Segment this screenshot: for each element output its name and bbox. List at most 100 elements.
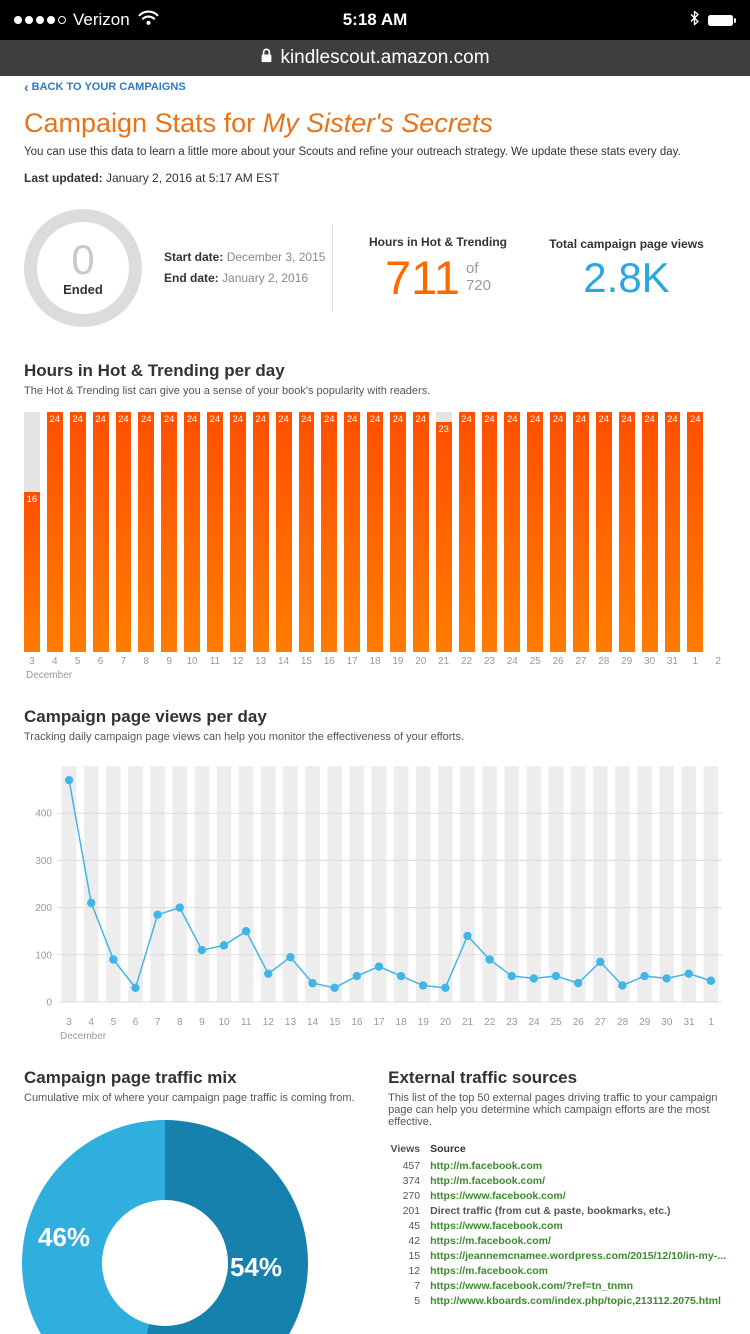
bar-column: 24 (115, 412, 132, 652)
bar-value-label: 24 (484, 414, 495, 425)
x-tick-label: 7 (120, 656, 127, 667)
traffic-source-link[interactable]: https://m.facebook.com (430, 1265, 548, 1277)
bar-column: 24 (229, 412, 246, 652)
page-views-stat: Total campaign page views 2.8K (527, 237, 726, 299)
x-tick-label: 23 (483, 656, 495, 667)
page-title: Campaign Stats for My Sister's Secrets (24, 108, 493, 138)
x-tick-label: 30 (661, 1017, 673, 1028)
x-tick-label: 18 (369, 656, 381, 667)
bar-column: 24 (390, 412, 406, 652)
x-tick-label: 31 (683, 1017, 695, 1028)
traffic-mix-section: Campaign page traffic mix Cumulative mix… (22, 1068, 388, 1334)
views-per-day-title: Campaign page views per day (24, 707, 267, 726)
traffic-source-link[interactable]: https://jeannemcnamee.wordpress.com/2015… (430, 1250, 726, 1262)
traffic-source-link[interactable]: https://m.facebook.com/ (430, 1235, 551, 1247)
svg-text:200: 200 (35, 903, 52, 914)
intro-text: You can use this data to learn a little … (24, 146, 681, 158)
traffic-source-text: Direct traffic (from cut & paste, bookma… (430, 1205, 671, 1217)
bar-column: 24 (504, 412, 521, 652)
hot-per-day-subtitle: The Hot & Trending list can give you a s… (24, 385, 431, 397)
bar-value-label: 24 (644, 414, 655, 425)
x-tick-label: 6 (97, 656, 104, 667)
bar-column: 24 (458, 412, 475, 652)
back-to-campaigns-link[interactable]: ‹ BACK TO YOUR CAMPAIGNS (24, 80, 186, 94)
x-tick-label: 17 (373, 1017, 385, 1028)
x-tick-label: 16 (351, 1017, 363, 1028)
bar-value-label: 24 (141, 414, 152, 425)
col-views: Views (390, 1143, 421, 1155)
x-tick-label: 27 (594, 1017, 606, 1028)
bar-column: 24 (207, 412, 223, 652)
x-tick-label: 17 (346, 656, 358, 667)
start-date-row: Start date: December 3, 2015 (164, 250, 326, 264)
traffic-source-link[interactable]: https://www.facebook.com (430, 1220, 563, 1232)
bar-value-label: 24 (301, 414, 312, 425)
svg-text:100: 100 (35, 950, 52, 961)
x-tick-label: 8 (143, 656, 150, 667)
hot-per-day-title: Hours in Hot & Trending per day (24, 361, 285, 380)
x-tick-label: 9 (166, 656, 172, 667)
x-tick-label: 12 (262, 1017, 274, 1028)
x-tick-label: 29 (639, 1017, 651, 1028)
cell-signal-icon (14, 16, 66, 24)
x-tick-label: 21 (462, 1017, 474, 1028)
traffic-row: 12 https://m.facebook.com (388, 1265, 726, 1277)
col-source: Source (430, 1143, 466, 1155)
x-tick-label: 2 (715, 656, 721, 667)
bar-column: 24 (412, 412, 429, 652)
traffic-source-link[interactable]: https://www.facebook.com/ (430, 1190, 566, 1202)
days-remaining-value: 0 (71, 236, 95, 283)
x-tick-label: 14 (278, 656, 290, 667)
x-tick-label: 22 (461, 656, 473, 667)
traffic-source-link[interactable]: http://www.kboards.com/index.php/topic,2… (430, 1295, 721, 1307)
traffic-source-link[interactable]: https://www.facebook.com/?ref=tn_tnmn (430, 1280, 634, 1292)
bar-value-label: 24 (186, 414, 198, 425)
x-tick-label: 30 (644, 656, 656, 667)
x-tick-label: 28 (598, 656, 610, 667)
campaign-summary: 0 Ended Start date: December 3, 2015 End… (24, 201, 726, 335)
x-tick-label: 15 (300, 656, 312, 667)
x-tick-label: 11 (241, 1017, 252, 1028)
x-tick-label: 11 (209, 656, 221, 667)
x-tick-label: 13 (284, 1017, 297, 1028)
bar-value-label: 24 (95, 414, 106, 425)
traffic-source-link[interactable]: http://m.facebook.com/ (430, 1175, 546, 1187)
x-tick-label: 8 (176, 1017, 183, 1028)
bar-value-label: 24 (255, 414, 266, 425)
x-tick-label: 20 (439, 1017, 452, 1028)
bar-column: 24 (321, 412, 338, 652)
url-domain: kindlescout.amazon.com (280, 47, 490, 68)
traffic-views-value: 270 (402, 1190, 421, 1202)
hot-bar-chart: 16 24 24 24 24 24 24 24 24 24 24 24 24 24 24 24 24 24 23 24… (24, 412, 726, 681)
hot-x-labels: 3 4 5 6 7 8 9 10 11 12 13 14 15 16 17 18 19 20 21 22 23 24 25 2… (24, 656, 726, 667)
x-tick-label: 28 (617, 1017, 629, 1028)
x-tick-label: 3 (66, 1017, 72, 1028)
x-tick-label: 7 (154, 1017, 161, 1028)
x-tick-label: 31 (666, 656, 678, 667)
x-tick-label: 5 (74, 656, 81, 667)
bar-column: 24 (573, 412, 589, 652)
svg-text:0: 0 (46, 998, 52, 1009)
bar-column: 24 (687, 412, 704, 652)
external-traffic-section: External traffic sources This list of th… (388, 1068, 726, 1334)
x-tick-label: 18 (395, 1017, 407, 1028)
x-tick-label: 26 (572, 1017, 584, 1028)
x-tick-label: 19 (417, 1017, 429, 1028)
address-bar[interactable]: kindlescout.amazon.com (0, 40, 750, 76)
x-tick-label: 25 (529, 656, 541, 667)
page-views-value: 2.8K (583, 254, 670, 301)
lock-icon (260, 47, 273, 70)
x-tick-label: 24 (528, 1017, 540, 1028)
bar-value-label: 24 (598, 414, 610, 425)
bar-column (710, 412, 726, 652)
traffic-source-link[interactable]: http://m.facebook.com (430, 1160, 543, 1172)
traffic-views-value: 457 (402, 1160, 421, 1172)
x-tick-label: 29 (621, 656, 633, 667)
x-tick-label: 3 (29, 656, 35, 667)
bar-value-label: 24 (49, 414, 61, 425)
donut-slice-label-46: 46% (38, 1222, 91, 1252)
traffic-row: 374 http://m.facebook.com/ (388, 1175, 726, 1187)
views-line-chart-svg: 0 100 200 300 400 (35, 766, 722, 1009)
x-tick-label: 15 (329, 1017, 341, 1028)
bar-value-label: 24 (461, 414, 472, 425)
